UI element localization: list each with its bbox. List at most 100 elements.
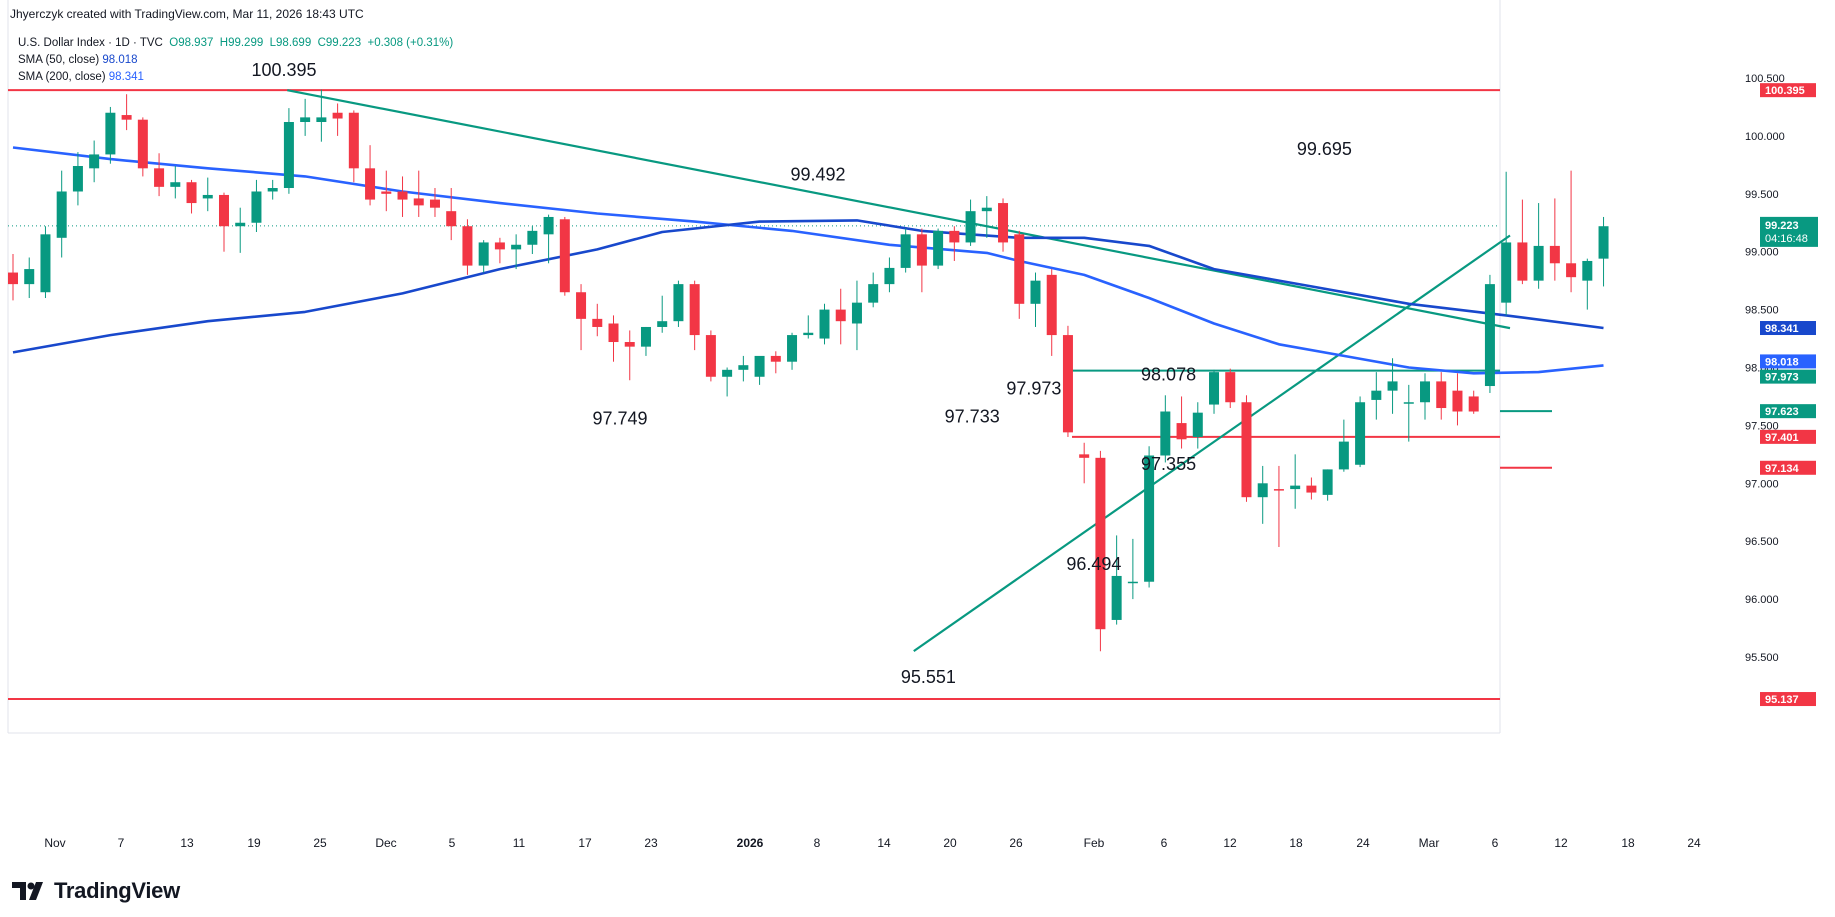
candle-46 bbox=[754, 355, 765, 385]
candle-72 bbox=[1176, 396, 1187, 449]
candle-body bbox=[1598, 226, 1609, 259]
candle-37 bbox=[608, 315, 619, 362]
candle-body bbox=[218, 194, 229, 227]
candle-body bbox=[1452, 390, 1463, 412]
annotation-98.078: 98.078 bbox=[1141, 364, 1196, 384]
candle-body bbox=[1322, 469, 1333, 495]
candle-8 bbox=[137, 117, 148, 177]
time-tick-14: 14 bbox=[877, 836, 891, 850]
candle-body bbox=[624, 342, 635, 347]
time-tick-12: 12 bbox=[1223, 836, 1237, 850]
price-badge-text: 97.134 bbox=[1765, 463, 1800, 475]
candle-body bbox=[738, 365, 749, 370]
publish-line: Jhyerczyk created with TradingView.com, … bbox=[10, 7, 364, 21]
candle-81 bbox=[1322, 469, 1333, 501]
candle-94 bbox=[1533, 203, 1544, 289]
annotation-99.492: 99.492 bbox=[790, 165, 845, 185]
candle-body bbox=[105, 112, 116, 155]
price-badge-bg bbox=[1760, 404, 1816, 419]
candle-body bbox=[267, 188, 278, 192]
candle-body bbox=[462, 226, 473, 266]
trend-line-1 bbox=[287, 89, 1511, 330]
candle-body bbox=[478, 242, 489, 266]
candle-4 bbox=[72, 152, 83, 206]
candle-body bbox=[413, 198, 424, 206]
candle-27 bbox=[446, 188, 457, 241]
time-tick-18: 18 bbox=[1289, 836, 1303, 850]
candle-body bbox=[722, 369, 733, 377]
candle-1 bbox=[24, 257, 35, 299]
time-tick-17: 17 bbox=[578, 836, 592, 850]
candle-28 bbox=[462, 219, 473, 275]
candle-body bbox=[705, 335, 716, 377]
candle-body bbox=[381, 191, 392, 194]
candle-44 bbox=[722, 367, 733, 397]
time-tick-Dec: Dec bbox=[375, 836, 396, 850]
candle-body bbox=[300, 117, 311, 123]
tradingview-brand[interactable]: TradingView bbox=[12, 878, 180, 904]
time-tick-18: 18 bbox=[1621, 836, 1635, 850]
ohlc-change: +0.308 (+0.31%) bbox=[367, 37, 454, 49]
price-tick-96.500: 96.500 bbox=[1745, 536, 1779, 548]
candle-95 bbox=[1549, 198, 1560, 281]
candle-body bbox=[949, 230, 960, 243]
candle-13 bbox=[218, 192, 229, 252]
time-tick-12: 12 bbox=[1554, 836, 1568, 850]
candle-21 bbox=[348, 110, 359, 183]
last-price-text: 99.223 bbox=[1765, 220, 1799, 232]
candle-body bbox=[56, 191, 67, 238]
candle-7 bbox=[121, 94, 132, 131]
time-tick-13: 13 bbox=[180, 836, 194, 850]
candle-68 bbox=[1111, 535, 1122, 625]
price-badge-bg bbox=[1760, 321, 1816, 336]
candle-53 bbox=[868, 272, 879, 308]
candle-body bbox=[1566, 263, 1577, 278]
candle-60 bbox=[981, 196, 992, 238]
candle-20 bbox=[332, 103, 343, 136]
candle-body bbox=[819, 309, 830, 339]
candle-body bbox=[673, 284, 684, 322]
candle-76 bbox=[1241, 395, 1252, 502]
candle-body bbox=[40, 234, 51, 293]
candle-17 bbox=[283, 108, 294, 194]
candle-92 bbox=[1501, 171, 1512, 316]
brand-name: TradingView bbox=[54, 878, 180, 903]
time-tick-6: 6 bbox=[1161, 836, 1168, 850]
candle-78 bbox=[1273, 465, 1284, 547]
candle-body bbox=[1273, 489, 1284, 491]
candle-body bbox=[1144, 455, 1155, 582]
candle-body bbox=[89, 154, 100, 169]
candle-90 bbox=[1468, 390, 1479, 414]
candle-body bbox=[397, 191, 408, 200]
candles bbox=[8, 89, 1609, 652]
countdown-text: 04:16:48 bbox=[1765, 233, 1808, 245]
candle-body bbox=[511, 244, 522, 250]
candle-body bbox=[770, 355, 781, 362]
annotation-95.551: 95.551 bbox=[901, 667, 956, 687]
candle-35 bbox=[576, 284, 587, 351]
time-tick-8: 8 bbox=[814, 836, 821, 850]
time-tick-Nov: Nov bbox=[44, 836, 65, 850]
price-tick-99.000: 99.000 bbox=[1745, 247, 1779, 259]
legend-symbol-row[interactable]: U.S. Dollar Index · 1D · TVC O98.937 H99… bbox=[18, 35, 453, 52]
candle-body bbox=[332, 112, 343, 119]
candle-85 bbox=[1387, 358, 1398, 414]
candle-body bbox=[1484, 284, 1495, 387]
candle-62 bbox=[1014, 230, 1025, 319]
candle-body bbox=[1030, 280, 1041, 304]
sma200-label: SMA (200, close) bbox=[18, 71, 106, 83]
candle-5 bbox=[89, 140, 100, 183]
legend-sma200-row[interactable]: SMA (200, close) 98.341 bbox=[18, 69, 453, 86]
price-axis[interactable]: 100.500100.00099.50099.00098.50098.00097… bbox=[1745, 73, 1818, 707]
moving-averages bbox=[12, 146, 1604, 375]
candle-6 bbox=[105, 106, 116, 164]
time-axis[interactable]: Nov 7 13 19 25 Dec 5 11 17 23 2026 8 14 20 26 Feb 6 12 18 2… bbox=[44, 836, 1701, 850]
ohlc-open: O98.937 bbox=[169, 37, 214, 49]
candle-body bbox=[1225, 372, 1236, 403]
candle-body bbox=[868, 284, 879, 303]
candle-86 bbox=[1403, 384, 1414, 442]
legend-sma50-row[interactable]: SMA (50, close) 98.018 bbox=[18, 52, 453, 69]
candle-41 bbox=[673, 280, 684, 327]
candle-body bbox=[657, 321, 668, 327]
